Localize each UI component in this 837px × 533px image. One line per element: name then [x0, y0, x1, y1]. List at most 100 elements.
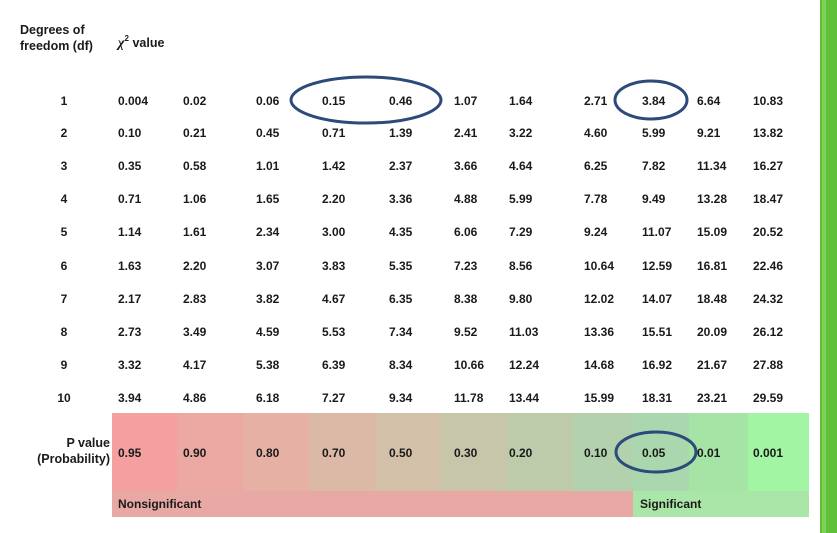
table-cell: 1.14: [118, 225, 142, 239]
df-cell: 6: [60, 259, 68, 273]
table-cell: 2.20: [183, 259, 207, 273]
p-value-cell: 0.05: [642, 446, 666, 460]
p-band-segment: [112, 413, 177, 491]
table-cell: 0.71: [118, 192, 142, 206]
table-cell: 4.86: [183, 391, 207, 405]
table-cell: 11.07: [642, 225, 672, 239]
table-cell: 12.24: [509, 358, 540, 372]
table-cell: 23.21: [697, 391, 728, 405]
table-cell: 9.34: [389, 391, 413, 405]
significant-label: Significant: [640, 497, 702, 511]
table-cell: 15.99: [584, 391, 615, 405]
table-cell: 27.88: [753, 358, 784, 372]
p-value-cell: 0.50: [389, 446, 413, 460]
table-cell: 2.83: [183, 292, 207, 306]
table-cell: 5.38: [256, 358, 280, 372]
table-cell: 11.34: [697, 159, 727, 173]
table-cell: 0.06: [256, 94, 280, 108]
table-cell: 0.15: [322, 94, 346, 108]
table-cell: 18.47: [753, 192, 784, 206]
table-cell: 0.10: [118, 126, 142, 140]
table-cell: 9.52: [454, 325, 478, 339]
table-cell: 15.09: [697, 225, 728, 239]
table-cell: 2.73: [118, 325, 142, 339]
table-cell: 6.64: [697, 94, 721, 108]
table-cell: 0.46: [389, 94, 413, 108]
table-cell: 2.20: [322, 192, 346, 206]
df-cell: 7: [60, 292, 68, 306]
table-cell: 16.27: [753, 159, 784, 173]
table-cell: 7.23: [454, 259, 478, 273]
table-cell: 2.34: [256, 225, 280, 239]
chi-header-text: value: [128, 36, 165, 51]
p-band-segment: [748, 413, 809, 491]
table-cell: 9.21: [697, 126, 721, 140]
table-cell: 10.83: [753, 94, 784, 108]
table-cell: 7.29: [509, 225, 533, 239]
chi-superscript: 2: [124, 34, 129, 43]
df-header-line2: freedom (df): [20, 39, 93, 53]
table-cell: 5.53: [322, 325, 346, 339]
nonsignificant-label: Nonsignificant: [118, 497, 202, 511]
nonsignificant-bar: [112, 491, 633, 517]
table-cell: 11.03: [509, 325, 539, 339]
p-value-cell: 0.95: [118, 446, 142, 460]
p-label-line2: (Probability): [37, 452, 110, 466]
df-cell: 5: [60, 225, 68, 239]
df-header-line1: Degrees of: [20, 23, 85, 37]
table-cell: 20.52: [753, 225, 784, 239]
df-cell: 1: [60, 94, 68, 108]
table-cell: 11.78: [454, 391, 484, 405]
table-cell: 6.35: [389, 292, 413, 306]
table-cell: 1.06: [183, 192, 207, 206]
table-cell: 22.46: [753, 259, 784, 273]
table-cell: 13.36: [584, 325, 615, 339]
table-cell: 3.84: [642, 94, 666, 108]
p-value-cell: 0.001: [753, 446, 784, 460]
chi-symbol: χ: [118, 36, 125, 52]
accent-stripe-highlight: [822, 0, 826, 533]
df-column-header: Degrees of freedom (df): [20, 22, 110, 54]
table-cell: 9.80: [509, 292, 533, 306]
table-cell: 6.39: [322, 358, 346, 372]
df-cell: 9: [60, 358, 68, 372]
table-cell: 4.60: [584, 126, 608, 140]
table-cell: 0.21: [183, 126, 207, 140]
table-cell: 18.48: [697, 292, 728, 306]
p-value-cell: 0.10: [584, 446, 608, 460]
table-cell: 26.12: [753, 325, 784, 339]
chi-square-header: χ2 value: [118, 32, 164, 52]
table-cell: 1.39: [389, 126, 413, 140]
df-cell: 3: [60, 159, 68, 173]
table-cell: 0.45: [256, 126, 280, 140]
p-band-segment: [243, 413, 309, 491]
table-cell: 24.32: [753, 292, 784, 306]
p-value-cell: 0.70: [322, 446, 346, 460]
table-cell: 3.32: [118, 358, 142, 372]
table-cell: 6.18: [256, 391, 280, 405]
table-cell: 6.25: [584, 159, 608, 173]
table-cell: 1.61: [183, 225, 207, 239]
table-cell: 3.66: [454, 159, 478, 173]
table-cell: 4.88: [454, 192, 478, 206]
table-cell: 7.27: [322, 391, 346, 405]
table-cell: 5.99: [509, 192, 533, 206]
table-cell: 3.36: [389, 192, 413, 206]
table-cell: 2.41: [454, 126, 478, 140]
table-cell: 4.64: [509, 159, 533, 173]
p-value-cell: 0.20: [509, 446, 533, 460]
table-cell: 7.78: [584, 192, 608, 206]
table-cell: 9.49: [642, 192, 666, 206]
table-cell: 3.83: [322, 259, 346, 273]
table-cell: 10.66: [454, 358, 485, 372]
table-cell: 2.37: [389, 159, 413, 173]
p-band-segment: [177, 413, 243, 491]
p-band-segment: [689, 413, 748, 491]
table-cell: 8.34: [389, 358, 413, 372]
table-cell: 13.82: [753, 126, 784, 140]
df-cell: 10: [57, 391, 71, 405]
table-cell: 8.56: [509, 259, 533, 273]
table-cell: 0.58: [183, 159, 207, 173]
table-cell: 1.42: [322, 159, 346, 173]
table-cell: 7.34: [389, 325, 413, 339]
